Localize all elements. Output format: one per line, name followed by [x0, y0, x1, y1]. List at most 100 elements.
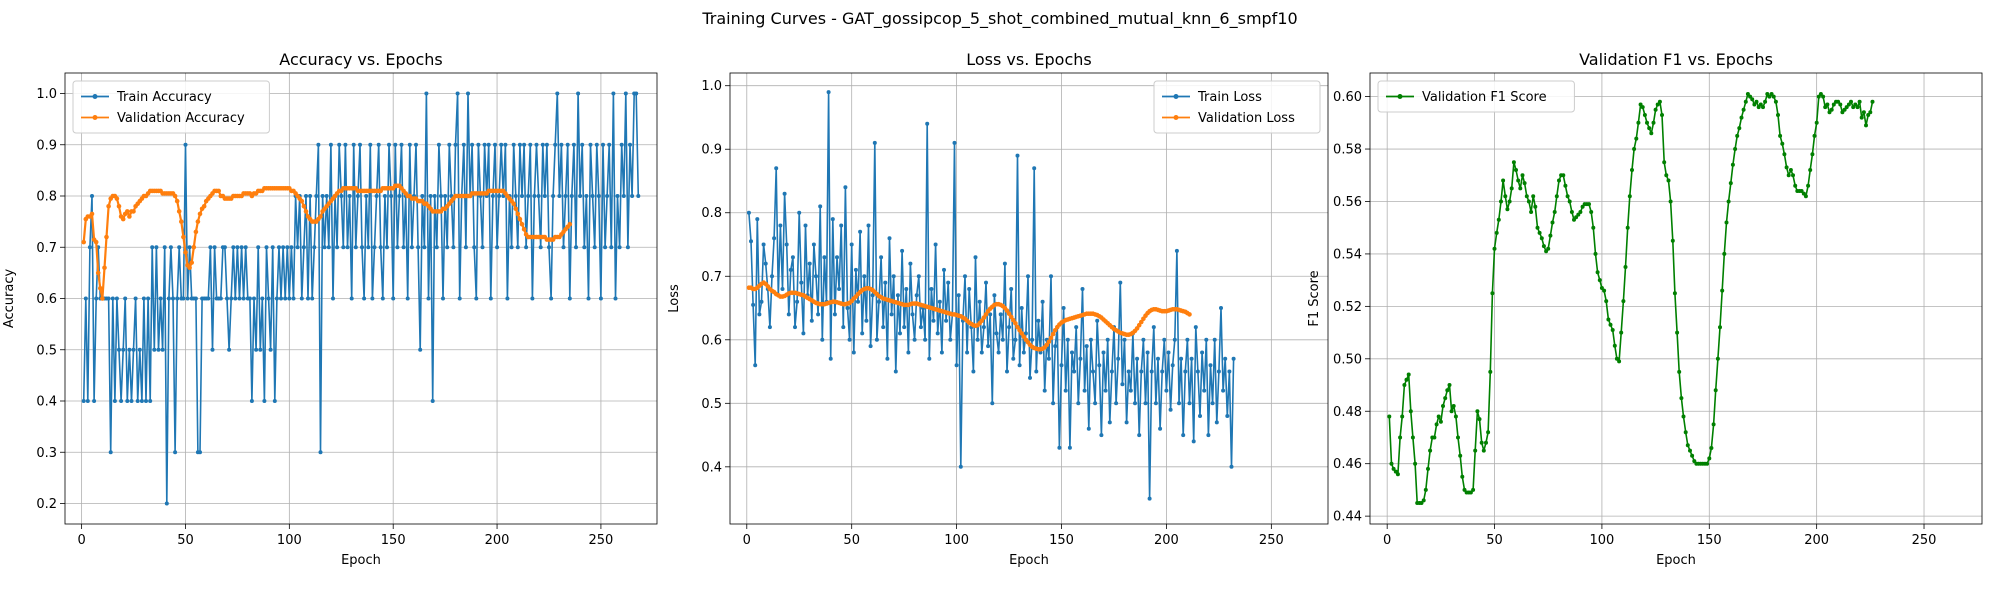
y-tick-label: 0.4	[701, 460, 722, 475]
data-point	[1061, 306, 1066, 310]
data-point	[767, 325, 772, 330]
data-point	[266, 296, 271, 301]
data-point	[1002, 261, 1007, 266]
data-point	[119, 399, 124, 403]
data-point	[385, 245, 389, 250]
data-point	[891, 274, 896, 279]
data-point	[114, 296, 119, 301]
data-point	[272, 399, 277, 403]
data-point	[1514, 168, 1518, 172]
data-point	[172, 193, 178, 199]
x-tick-label: 150	[381, 533, 406, 548]
series-validation-f1-score	[1387, 92, 1875, 505]
data-point	[1212, 337, 1217, 342]
y-tick-label: 0.44	[1333, 510, 1362, 525]
data-point	[1030, 337, 1035, 342]
data-point	[1009, 287, 1014, 291]
data-point	[1447, 383, 1452, 387]
legend-label: Validation F1 Score	[1422, 90, 1547, 105]
data-point	[1617, 359, 1622, 364]
data-point	[306, 296, 310, 301]
data-point	[1099, 433, 1104, 438]
data-point	[353, 245, 358, 250]
data-point	[1642, 113, 1647, 117]
data-point	[1561, 173, 1566, 178]
data-point	[1771, 94, 1776, 99]
data-point	[176, 209, 182, 214]
data-point	[1149, 369, 1154, 374]
data-point	[94, 296, 99, 301]
y-tick-label: 0.5	[701, 397, 722, 412]
y-tick-label: 0.56	[1333, 195, 1362, 210]
data-point	[260, 296, 265, 301]
data-point	[376, 142, 381, 147]
data-point	[853, 267, 858, 272]
data-point	[148, 399, 153, 403]
data-point	[569, 194, 574, 198]
data-point	[1026, 274, 1030, 279]
data-point	[885, 356, 890, 361]
data-point	[925, 121, 930, 126]
data-point	[797, 210, 802, 215]
data-point	[1750, 97, 1755, 102]
data-point	[216, 188, 221, 194]
data-point	[634, 91, 639, 96]
y-tick-label: 0.9	[701, 143, 722, 158]
data-point	[1688, 448, 1692, 453]
data-point	[110, 296, 115, 301]
data-point	[247, 296, 252, 301]
data-point	[351, 142, 356, 147]
data-point	[432, 194, 437, 198]
y-axis-label: F1 Score	[1307, 270, 1322, 326]
data-point	[318, 450, 323, 455]
data-point	[623, 91, 628, 96]
data-point	[337, 142, 342, 147]
data-point	[1137, 433, 1142, 438]
data-point	[1105, 337, 1110, 342]
data-point	[222, 245, 227, 250]
data-point	[1670, 238, 1675, 243]
data-point	[472, 245, 477, 250]
data-point	[979, 350, 984, 355]
data-point	[1541, 244, 1546, 249]
data-point	[1625, 225, 1630, 230]
data-point	[1557, 178, 1561, 183]
data-point	[772, 236, 777, 241]
data-point	[1078, 356, 1083, 361]
data-point	[355, 194, 360, 198]
data-point	[1529, 210, 1534, 214]
data-point	[1170, 363, 1175, 368]
data-point	[965, 350, 970, 355]
data-point	[811, 242, 816, 247]
data-point	[320, 194, 325, 198]
data-point	[345, 245, 350, 250]
data-point	[513, 206, 519, 212]
data-point	[1449, 409, 1454, 414]
data-point	[1204, 337, 1209, 342]
data-point	[1849, 99, 1853, 104]
data-point	[935, 331, 940, 336]
data-point	[191, 245, 197, 250]
data-point	[615, 194, 620, 198]
data-point	[1733, 147, 1738, 151]
data-point	[588, 142, 593, 147]
data-point	[992, 293, 997, 298]
data-point	[123, 296, 128, 301]
data-point	[1490, 291, 1495, 296]
data-point	[1859, 115, 1864, 120]
data-point	[1597, 278, 1602, 283]
data-point	[1034, 369, 1039, 374]
data-point	[279, 296, 283, 301]
data-point	[1735, 133, 1740, 138]
data-point	[1473, 448, 1478, 453]
data-point	[156, 347, 161, 352]
data-point	[864, 318, 869, 323]
data-point	[1441, 404, 1445, 408]
data-point	[786, 312, 791, 317]
data-point	[227, 347, 232, 352]
data-point	[839, 223, 844, 228]
plot-frame	[1369, 72, 1983, 525]
data-point	[480, 245, 485, 250]
data-point	[104, 234, 109, 240]
data-point	[1153, 401, 1158, 406]
